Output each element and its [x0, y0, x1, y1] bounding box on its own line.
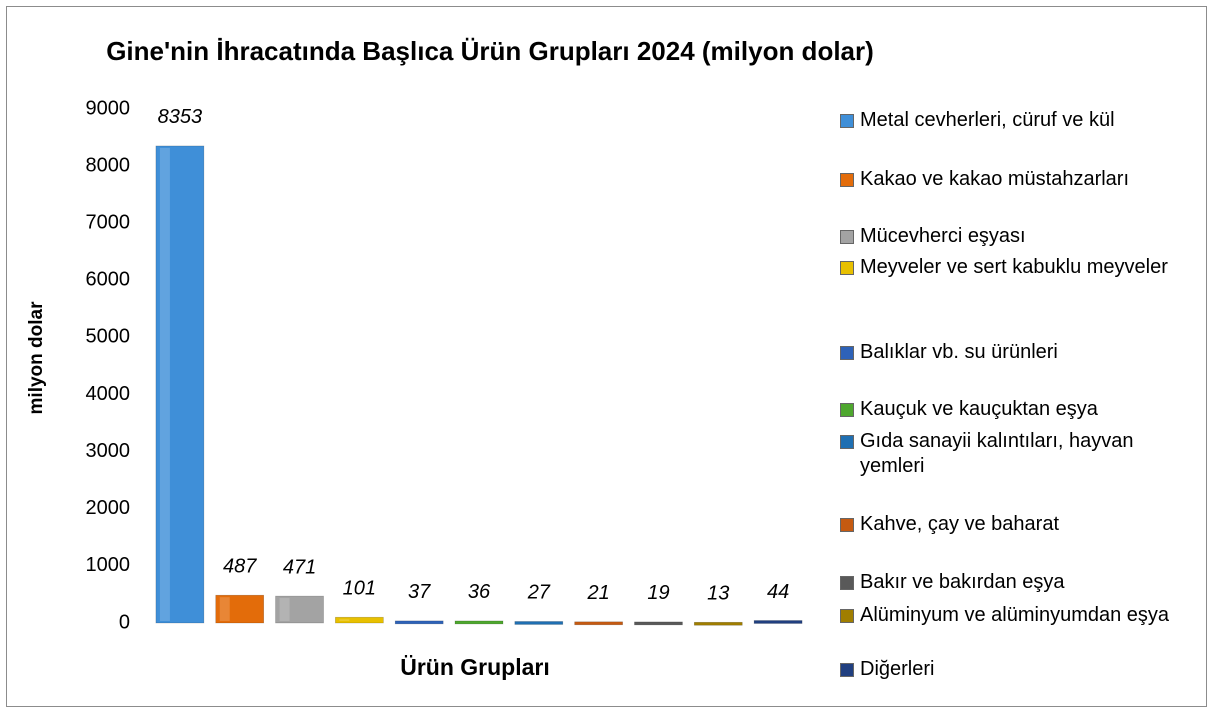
legend-swatch: [840, 576, 854, 590]
y-tick-label: 1000: [86, 554, 131, 576]
bar: [514, 621, 564, 625]
legend-label: Balıklar vb. su ürünleri: [860, 341, 1058, 363]
bar-highlight: [339, 619, 350, 621]
chart-frame: [6, 6, 1207, 707]
y-tick-label: 2000: [86, 497, 131, 519]
chart-title: Gine'nin İhracatında Başlıca Ürün Grupla…: [106, 36, 874, 66]
y-tick-label: 7000: [86, 212, 131, 234]
value-label: 44: [767, 581, 789, 603]
bar: [335, 616, 384, 624]
legend-label: Meyveler ve sert kabuklu meyveler: [860, 256, 1168, 278]
legend-label: Kakao ve kakao müstahzarları: [860, 168, 1130, 190]
legend-label: Gıda sanayii kalıntıları, hayvan yemleri: [860, 430, 1134, 477]
legend-item: Gıda sanayii kalıntıları, hayvan yemleri: [838, 429, 1198, 479]
legend-swatch: [840, 114, 854, 128]
legend-swatch: [840, 173, 854, 187]
value-label: 36: [468, 581, 491, 603]
bar-highlight: [219, 597, 230, 621]
bar: [693, 621, 743, 626]
legend-item: Kakao ve kakao müstahzarları: [838, 167, 1198, 192]
y-tick-label: 3000: [86, 440, 131, 462]
y-axis-label: milyon dolar: [26, 301, 47, 415]
legend-label: Metal cevherleri, cüruf ve kül: [860, 109, 1115, 131]
bar: [454, 620, 504, 625]
legend-label: Alüminyum ve alüminyumdan eşya: [860, 604, 1170, 626]
legend-label: Bakır ve bakırdan eşya: [860, 571, 1065, 593]
legend-item: Mücevherci eşyası: [838, 224, 1198, 249]
legend-item: Kahve, çay ve baharat: [838, 512, 1198, 537]
legend-swatch: [840, 609, 854, 623]
bar: [574, 621, 623, 626]
y-tick-label: 0: [119, 611, 130, 633]
bar: [634, 621, 683, 626]
legend-item: Meyveler ve sert kabuklu meyveler: [838, 255, 1198, 280]
legend-swatch: [840, 346, 854, 360]
value-label: 8353: [158, 106, 203, 128]
legend-swatch: [840, 403, 854, 417]
legend-swatch: [840, 435, 854, 449]
legend-item: Metal cevherleri, cüruf ve kül: [838, 108, 1198, 133]
bar-highlight: [159, 147, 170, 622]
value-label: 21: [587, 582, 610, 604]
legend-swatch: [840, 230, 854, 244]
value-label: 101: [343, 578, 376, 600]
y-tick-label: 6000: [86, 269, 131, 291]
legend-item: Balıklar vb. su ürünleri: [838, 340, 1198, 365]
value-label: 487: [223, 555, 257, 577]
value-label: 13: [707, 583, 729, 605]
value-label: 27: [527, 582, 551, 604]
y-tick-label: 8000: [86, 154, 131, 176]
legend-label: Diğerleri: [860, 658, 935, 680]
value-label: 19: [647, 582, 669, 604]
bar-highlight: [279, 598, 290, 621]
value-label: 37: [408, 581, 431, 603]
legend-swatch: [840, 261, 854, 275]
legend-swatch: [840, 518, 854, 532]
bar: [394, 620, 444, 625]
bar: [155, 145, 205, 624]
legend-label: Kauçuk ve kauçuktan eşya: [860, 398, 1098, 420]
bar: [215, 594, 265, 624]
legend-item: Alüminyum ve alüminyumdan eşya: [838, 603, 1198, 628]
legend-swatch: [840, 663, 854, 677]
legend-label: Mücevherci eşyası: [860, 225, 1026, 247]
legend-item: Bakır ve bakırdan eşya: [838, 570, 1198, 595]
bar: [275, 595, 324, 624]
y-tick-label: 5000: [86, 326, 131, 348]
legend-item: Kauçuk ve kauçuktan eşya: [838, 397, 1198, 422]
value-label: 471: [283, 556, 316, 578]
legend-label: Kahve, çay ve baharat: [860, 513, 1060, 535]
bar: [753, 620, 803, 624]
x-axis-label: Ürün Grupları: [400, 654, 550, 680]
legend-item: Diğerleri: [838, 657, 1198, 682]
y-tick-label: 4000: [86, 383, 131, 405]
y-tick-label: 9000: [86, 97, 131, 119]
